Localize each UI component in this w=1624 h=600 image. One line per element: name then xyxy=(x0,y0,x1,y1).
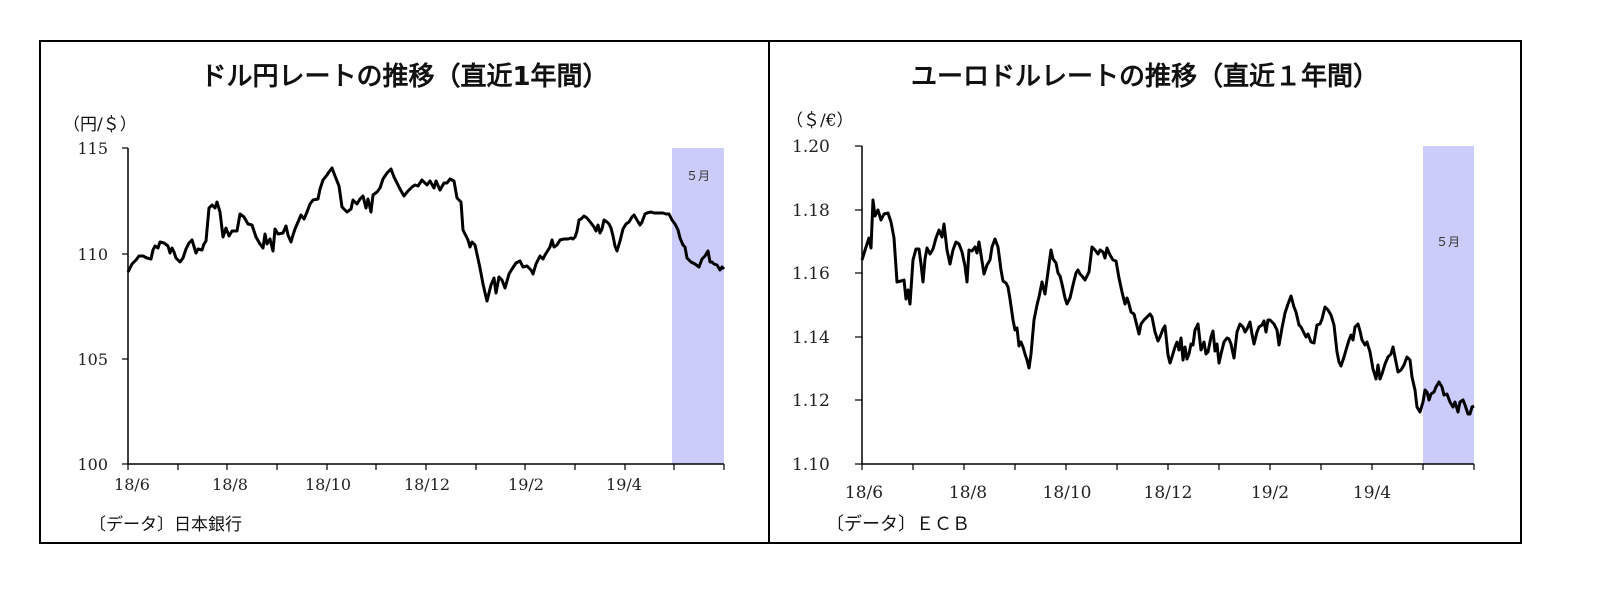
y-axis-unit-label: （円/＄） xyxy=(63,115,137,135)
svg-text:115: 115 xyxy=(77,139,108,158)
svg-text:1.12: 1.12 xyxy=(792,391,830,411)
y-axis-unit-label: （＄/€） xyxy=(786,111,854,131)
chart-title: ドル円レートの推移（直近1年間） xyxy=(200,62,609,92)
svg-text:110: 110 xyxy=(77,245,108,264)
svg-text:1.18: 1.18 xyxy=(792,201,830,221)
svg-text:105: 105 xyxy=(77,350,108,369)
svg-text:18/8: 18/8 xyxy=(949,483,987,503)
may-shaded-region xyxy=(672,148,724,464)
eurusd-chart-panel: ユーロドルレートの推移（直近１年間） （＄/€） 〔データ〕ＥＣＢ ５月 1.2… xyxy=(768,40,1522,544)
data-source-label: 〔データ〕ＥＣＢ xyxy=(826,514,970,535)
eurusd-series-line xyxy=(860,198,1475,416)
svg-text:19/4: 19/4 xyxy=(1353,483,1391,503)
may-shade-label: ５月 xyxy=(686,169,710,183)
svg-text:18/10: 18/10 xyxy=(305,475,351,494)
svg-text:1.16: 1.16 xyxy=(792,264,830,284)
may-shaded-region xyxy=(1423,146,1474,464)
svg-text:18/6: 18/6 xyxy=(845,483,883,503)
usdjpy-line-chart: ５月 115 110 105 100 18/6 xyxy=(77,139,726,494)
svg-text:18/8: 18/8 xyxy=(212,475,248,494)
svg-text:1.10: 1.10 xyxy=(792,455,830,475)
usdjpy-series-line xyxy=(126,166,726,303)
usdjpy-chart-panel: ドル円レートの推移（直近1年間） （円/＄） 〔データ〕日本銀行 ５月 115 … xyxy=(39,40,770,544)
eurusd-line-chart: ５月 1.20 1.18 1.16 1.14 1.12 xyxy=(792,137,1475,503)
data-source-label: 〔データ〕日本銀行 xyxy=(89,515,242,535)
chart-title: ユーロドルレートの推移（直近１年間） xyxy=(910,62,1379,92)
svg-text:1.20: 1.20 xyxy=(792,137,830,157)
svg-text:19/4: 19/4 xyxy=(606,475,642,494)
svg-text:19/2: 19/2 xyxy=(508,475,544,494)
may-shade-label: ５月 xyxy=(1436,235,1460,249)
svg-text:18/12: 18/12 xyxy=(1144,483,1193,503)
svg-text:1.14: 1.14 xyxy=(792,328,830,348)
svg-text:18/12: 18/12 xyxy=(404,475,450,494)
svg-text:18/6: 18/6 xyxy=(114,475,150,494)
svg-text:18/10: 18/10 xyxy=(1043,483,1092,503)
svg-text:100: 100 xyxy=(77,455,108,474)
svg-text:19/2: 19/2 xyxy=(1251,483,1289,503)
